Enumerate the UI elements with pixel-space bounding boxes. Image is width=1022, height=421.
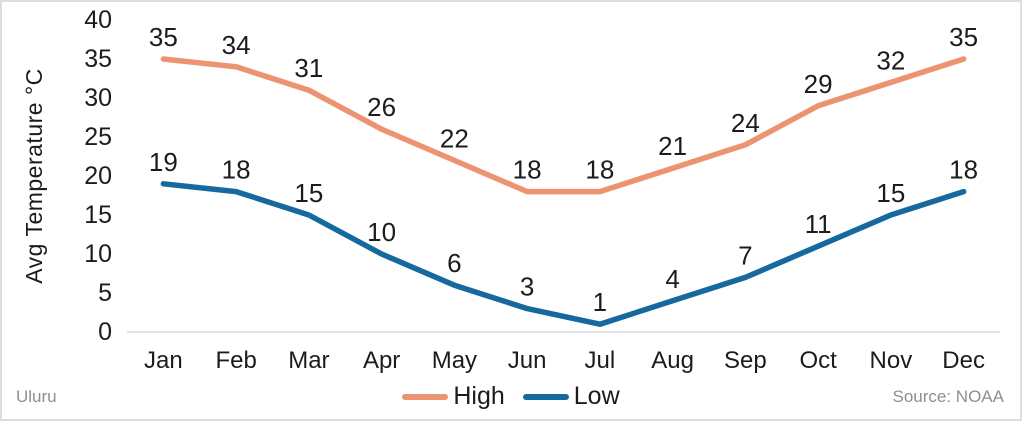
y-axis-tick-label: 35: [84, 45, 112, 73]
y-axis-tick-label: 15: [84, 201, 112, 229]
y-axis-tick-label: 5: [98, 279, 112, 307]
x-axis-month-label: Oct: [799, 347, 837, 374]
chart-footer: Uluru High Low Source: NOAA: [2, 374, 1020, 419]
y-axis-tick-label: 10: [84, 240, 112, 268]
legend: High Low: [402, 382, 620, 410]
y-axis-tick-label: 0: [98, 318, 112, 346]
low-data-label: 3: [520, 272, 534, 302]
x-axis-month-label: Jul: [585, 347, 616, 374]
x-axis-month-label: Apr: [363, 347, 400, 374]
high-series-line: [160, 56, 967, 195]
legend-swatch-high: [402, 393, 449, 400]
low-data-label: 18: [222, 155, 251, 185]
legend-item-low: Low: [522, 382, 620, 410]
high-data-label: 26: [367, 92, 396, 122]
low-data-label: 10: [367, 217, 396, 247]
low-data-label: 6: [447, 248, 461, 278]
y-axis-tick-label: 30: [84, 84, 112, 112]
y-axis-tick-label: 25: [84, 123, 112, 151]
low-data-label: 1: [593, 287, 607, 317]
low-data-label: 15: [876, 178, 905, 208]
legend-item-high: High: [402, 382, 505, 410]
x-axis-month-label: May: [432, 347, 477, 374]
source-label: Source: NOAA: [892, 387, 1005, 406]
high-data-label: 31: [294, 53, 323, 83]
x-axis-month-label: Dec: [942, 347, 985, 374]
legend-label-high: High: [453, 382, 505, 410]
high-data-label: 18: [513, 155, 542, 185]
x-axis-month-label: Nov: [870, 347, 913, 374]
x-axis-month-label: Sep: [724, 347, 767, 374]
high-data-label: 29: [804, 69, 833, 99]
y-axis-tick-label: 20: [84, 162, 112, 190]
x-axis-month-label: Mar: [288, 347, 329, 374]
x-axis-month-label: Jan: [144, 347, 183, 374]
low-data-label: 15: [294, 178, 323, 208]
high-data-label: 24: [731, 108, 760, 138]
high-data-label: 34: [222, 30, 251, 60]
low-data-label: 4: [665, 264, 679, 294]
temperature-line-chart: Avg Temperature °C 0 5 10 15 20 25 30 35 40 Jan Fe…: [21, 6, 1000, 374]
low-data-label: 7: [738, 240, 752, 270]
legend-label-low: Low: [573, 382, 620, 410]
y-axis-title: Avg Temperature °C: [21, 68, 47, 284]
high-data-label: 21: [658, 131, 687, 161]
low-series-line: [160, 181, 967, 327]
x-axis-month-label: Aug: [651, 347, 694, 374]
legend-swatch-low: [522, 393, 569, 400]
low-data-label: 11: [805, 209, 832, 239]
x-axis-month-label: Feb: [215, 347, 256, 374]
chart-plot-area: 0 5 10 15 20 25 30 35 40 Jan Feb Mar Apr May Jun Jul Aug…: [84, 6, 1000, 374]
x-axis-month-label: Jun: [508, 347, 547, 374]
low-data-label: 19: [149, 147, 178, 177]
y-axis-tick-label: 40: [84, 6, 112, 34]
high-data-label: 35: [949, 22, 978, 52]
high-data-label: 22: [440, 123, 469, 153]
high-data-label: 18: [585, 155, 614, 185]
high-data-label: 35: [149, 22, 178, 52]
high-data-label: 32: [876, 45, 905, 75]
low-data-label: 18: [949, 155, 978, 185]
chart-note-label: Uluru: [16, 387, 57, 406]
